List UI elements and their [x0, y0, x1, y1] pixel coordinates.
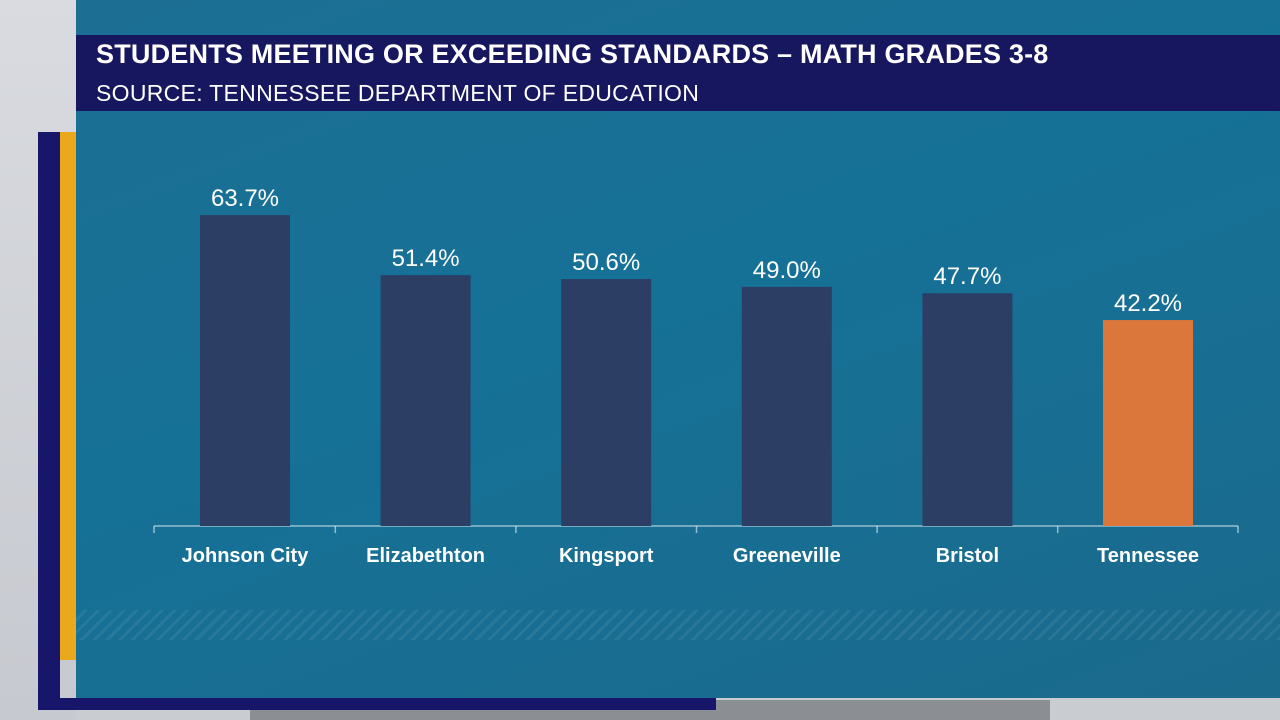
header-bar: STUDENTS MEETING OR EXCEEDING STANDARDS … — [76, 35, 1280, 111]
bar-elizabethton — [380, 275, 471, 526]
category-label: Tennessee — [1097, 545, 1199, 567]
data-label: 49.0% — [753, 257, 821, 284]
decorative-stripes — [76, 610, 1280, 640]
category-label: Kingsport — [559, 545, 654, 567]
bar-tennessee — [1103, 320, 1193, 526]
bar-kingsport — [561, 279, 652, 526]
accent-bar-gold — [60, 132, 76, 660]
data-label: 50.6% — [572, 249, 640, 276]
accent-bar-navy-bottom — [38, 698, 716, 710]
data-label: 47.7% — [933, 263, 1001, 290]
chart-panel: 63.7% Johnson City 51.4% Elizabethton 50.6% K… — [76, 0, 1280, 698]
data-label: 51.4% — [392, 245, 460, 272]
category-label: Elizabethton — [366, 545, 485, 567]
bar-chart: 63.7% Johnson City 51.4% Elizabethton 50.6% K… — [153, 185, 1239, 567]
bar-bristol — [922, 293, 1013, 526]
category-label: Johnson City — [182, 545, 310, 567]
bar-greeneville — [741, 286, 832, 526]
category-label: Bristol — [936, 545, 999, 567]
chart-source: SOURCE: TENNESSEE DEPARTMENT OF EDUCATIO… — [96, 80, 700, 106]
data-label: 42.2% — [1114, 290, 1182, 317]
bar-johnson-city — [200, 215, 290, 527]
accent-bar-navy — [38, 132, 60, 708]
data-label: 63.7% — [211, 185, 279, 212]
chart-title: STUDENTS MEETING OR EXCEEDING STANDARDS … — [96, 39, 1049, 69]
category-label: Greeneville — [733, 545, 841, 567]
